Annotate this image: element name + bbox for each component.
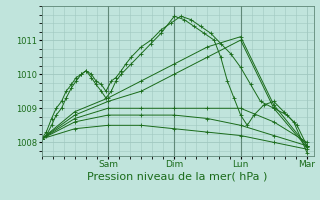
X-axis label: Pression niveau de la mer( hPa ): Pression niveau de la mer( hPa ) xyxy=(87,172,268,182)
